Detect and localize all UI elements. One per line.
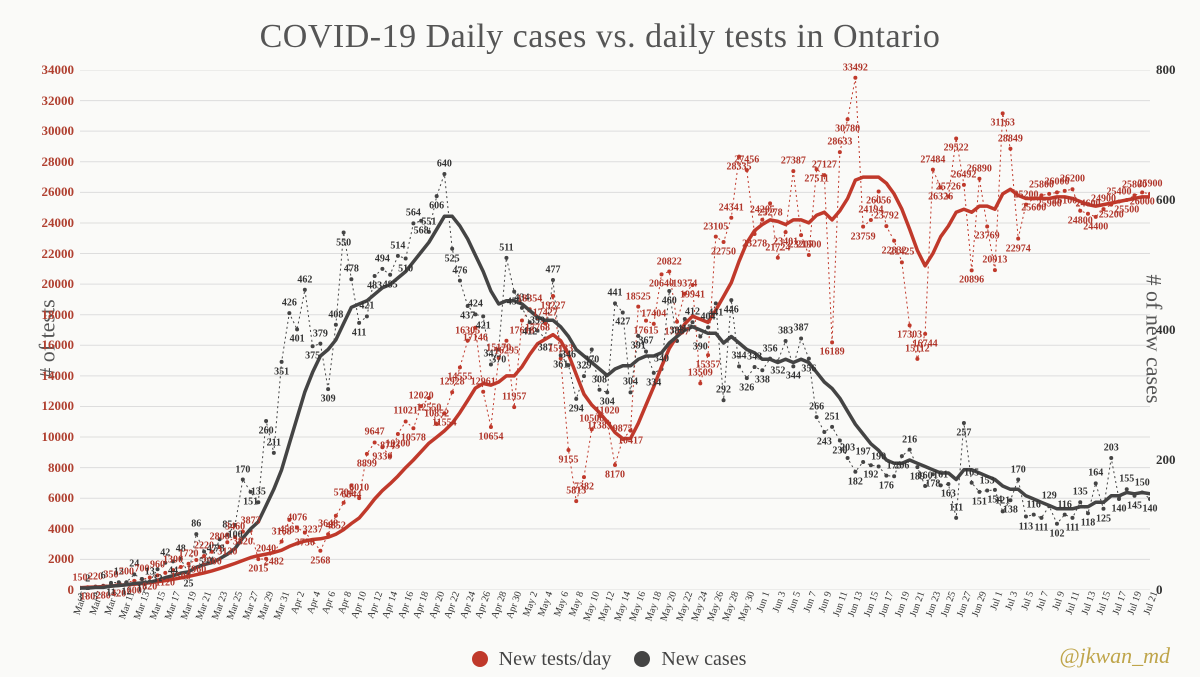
y-tick-left: 30000 xyxy=(42,123,75,139)
x-tick: Jun 1 xyxy=(755,590,773,614)
y-tick-left: 4000 xyxy=(48,521,74,537)
y-tick-left: 24000 xyxy=(42,215,75,231)
x-tick: Jul 21 xyxy=(1142,590,1161,616)
legend: New tests/day New cases xyxy=(0,648,1200,671)
chart-container: COVID-19 Daily cases vs. daily tests in … xyxy=(0,0,1200,677)
chart-title: COVID-19 Daily cases vs. daily tests in … xyxy=(0,18,1200,56)
legend-dot-cases xyxy=(634,651,650,667)
y-tick-left: 10000 xyxy=(42,429,75,445)
y-tick-left: 18000 xyxy=(42,307,75,323)
y-tick-left: 6000 xyxy=(48,490,74,506)
y-tick-left: 0 xyxy=(68,582,75,598)
x-tick: Jun 5 xyxy=(786,590,804,614)
x-tick: Jul 7 xyxy=(1035,590,1052,612)
y-tick-left: 34000 xyxy=(42,62,75,78)
y-tick-left: 16000 xyxy=(42,337,75,353)
x-tick: Jul 3 xyxy=(1004,590,1021,612)
y-tick-left: 32000 xyxy=(42,93,75,109)
y-tick-right: 400 xyxy=(1156,322,1176,338)
y-tick-right: 200 xyxy=(1156,452,1176,468)
y-tick-left: 26000 xyxy=(42,184,75,200)
y-tick-left: 2000 xyxy=(48,551,74,567)
y-tick-right: 800 xyxy=(1156,62,1176,78)
legend-label-tests: New tests/day xyxy=(499,648,612,670)
plot-area: 0200040006000800010000120001400016000180… xyxy=(80,70,1150,590)
x-tick: Jul 1 xyxy=(988,590,1005,612)
y-tick-left: 22000 xyxy=(42,246,75,262)
plot-svg xyxy=(80,70,1150,590)
y-tick-right: 600 xyxy=(1156,192,1176,208)
legend-label-cases: New cases xyxy=(661,648,746,670)
y-tick-left: 8000 xyxy=(48,460,74,476)
y-tick-left: 12000 xyxy=(42,398,75,414)
y-tick-left: 28000 xyxy=(42,154,75,170)
y-tick-left: 14000 xyxy=(42,368,75,384)
y-tick-left: 20000 xyxy=(42,276,75,292)
legend-dot-tests xyxy=(472,651,488,667)
credit: @jkwan_md xyxy=(1059,643,1170,669)
x-tick: Jul 5 xyxy=(1019,590,1036,612)
